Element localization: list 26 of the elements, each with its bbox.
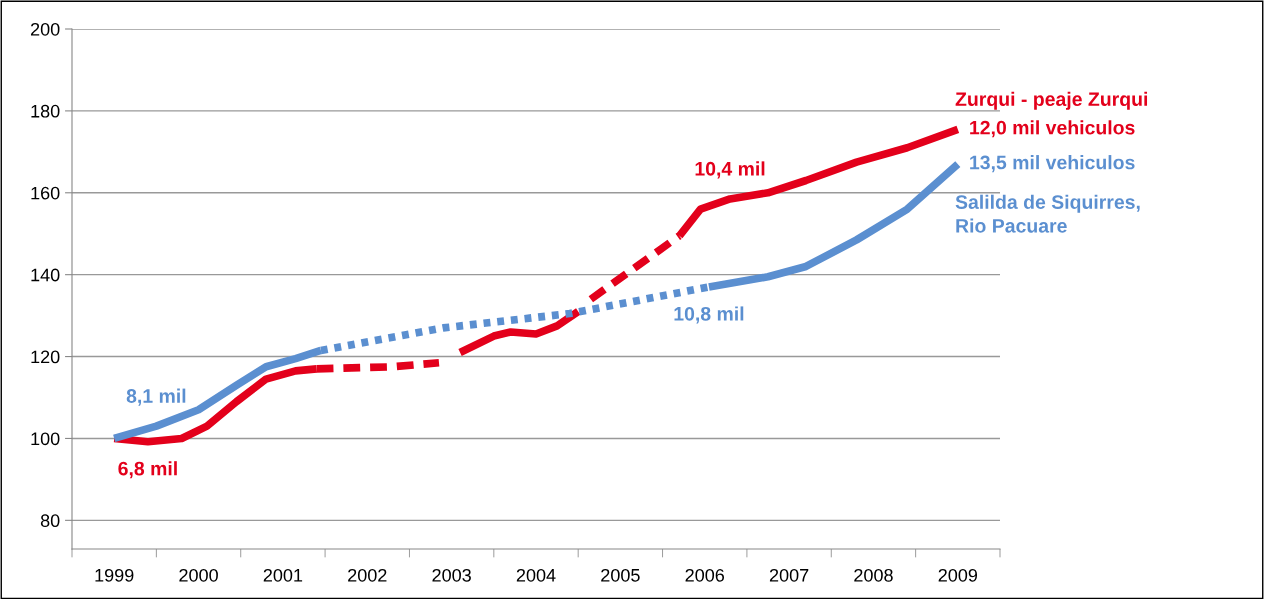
x-tick-label: 2004: [516, 568, 556, 582]
y-tick-label: 120: [31, 350, 60, 364]
x-tick-label: 2007: [769, 568, 809, 582]
x-tick-label: 1999: [95, 568, 134, 582]
x-tick-label: 2008: [854, 568, 893, 582]
x-tick-label: 2005: [601, 568, 640, 582]
annotation: 10,4 mil: [695, 161, 765, 179]
annotation: 13,5 mil vehiculos: [970, 155, 1135, 173]
y-tick-label: 100: [31, 432, 60, 446]
x-tick-label: 2001: [263, 568, 303, 582]
x-tick-label: 2006: [685, 568, 725, 582]
x-tick-label: 2003: [432, 568, 471, 582]
series-label: Zurqui - peaje Zurqui: [955, 91, 1148, 110]
y-tick-label: 200: [30, 22, 60, 36]
x-tick-label: 2002: [348, 568, 387, 582]
y-tick-label: 80: [40, 514, 60, 528]
x-tick-label: 2000: [179, 568, 218, 582]
annotation: 8,1 mil: [126, 388, 186, 406]
x-tick-label: 2009: [938, 568, 978, 582]
annotation: 10,8 mil: [674, 306, 744, 324]
y-tick-label: 180: [31, 104, 60, 118]
y-tick-label: 140: [31, 268, 60, 282]
annotation: 6,8 mil: [118, 461, 177, 479]
series-label: Salilda de Siquirres, Rio Pacuare: [955, 194, 1140, 233]
y-tick-label: 160: [31, 186, 60, 200]
annotation: 12,0 mil vehiculos: [970, 120, 1135, 138]
